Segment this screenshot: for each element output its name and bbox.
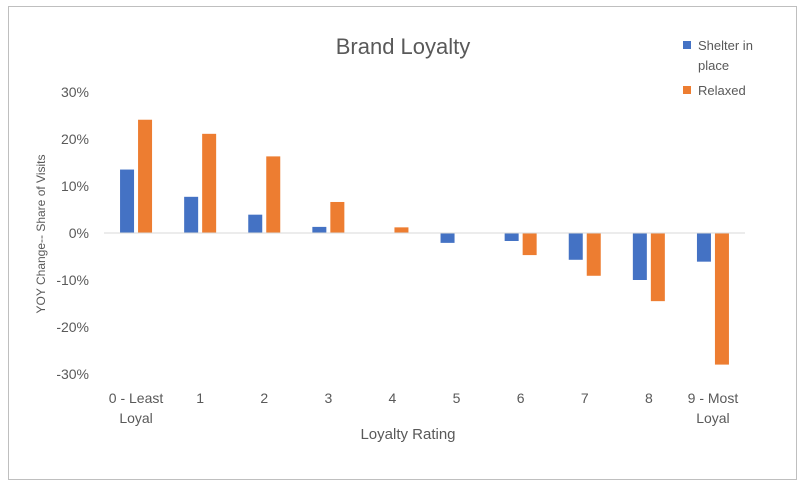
y-tick-label: -30% bbox=[56, 366, 89, 382]
x-tick-label: 9 - Most bbox=[688, 390, 739, 406]
bar-series-1 bbox=[312, 226, 327, 233]
bar-series-2 bbox=[394, 227, 409, 233]
bar-series-1 bbox=[120, 169, 135, 233]
bar-series-1 bbox=[504, 233, 519, 241]
y-tick-label: 0% bbox=[69, 225, 89, 241]
x-tick-label: 8 bbox=[645, 390, 653, 406]
x-axis-ticks: 0 - Least Loyal 1 2 3 4 5 6 7 8 9 - Most Loyal bbox=[109, 390, 739, 426]
bar-series-2 bbox=[586, 233, 601, 276]
bars bbox=[120, 119, 729, 365]
bar-series-1 bbox=[696, 233, 711, 262]
bar-series-1 bbox=[632, 233, 647, 280]
legend: Shelter in place Relaxed bbox=[683, 38, 753, 98]
y-tick-label: -10% bbox=[56, 272, 89, 288]
x-tick-label: 0 - Least bbox=[109, 390, 164, 406]
y-axis-ticks: 30% 20% 10% 0% -10% -20% -30% bbox=[56, 84, 89, 382]
x-tick-label: Loyal bbox=[119, 410, 152, 426]
bar-series-2 bbox=[650, 233, 665, 302]
bar-series-2 bbox=[266, 156, 281, 233]
y-axis-title: YOY Change-- Share of Visits bbox=[34, 155, 48, 314]
bar-series-2 bbox=[202, 133, 217, 233]
x-axis-title: Loyalty Rating bbox=[360, 426, 455, 443]
bar-series-1 bbox=[568, 233, 583, 260]
legend-label: place bbox=[698, 58, 729, 73]
x-tick-label: 2 bbox=[260, 390, 268, 406]
x-tick-label: 7 bbox=[581, 390, 589, 406]
bar-series-2 bbox=[138, 119, 153, 233]
bar-series-2 bbox=[330, 201, 345, 233]
x-tick-label: Loyal bbox=[696, 410, 729, 426]
x-tick-label: 1 bbox=[196, 390, 204, 406]
bar-series-1 bbox=[248, 214, 263, 233]
bar-series-2 bbox=[522, 233, 537, 256]
bar-series-2 bbox=[714, 233, 729, 365]
y-tick-label: 20% bbox=[61, 131, 89, 147]
legend-label: Shelter in bbox=[698, 38, 753, 53]
bar-series-1 bbox=[184, 196, 199, 233]
x-tick-label: 5 bbox=[453, 390, 461, 406]
chart-title: Brand Loyalty bbox=[336, 34, 471, 59]
y-tick-label: 30% bbox=[61, 84, 89, 100]
x-tick-label: 4 bbox=[389, 390, 397, 406]
bar-series-1 bbox=[440, 233, 455, 243]
x-tick-label: 3 bbox=[324, 390, 332, 406]
x-tick-label: 6 bbox=[517, 390, 525, 406]
y-tick-label: 10% bbox=[61, 178, 89, 194]
legend-swatch bbox=[683, 86, 691, 94]
legend-label: Relaxed bbox=[698, 83, 746, 98]
legend-swatch bbox=[683, 41, 691, 49]
chart-frame bbox=[8, 6, 797, 480]
y-tick-label: -20% bbox=[56, 319, 89, 335]
